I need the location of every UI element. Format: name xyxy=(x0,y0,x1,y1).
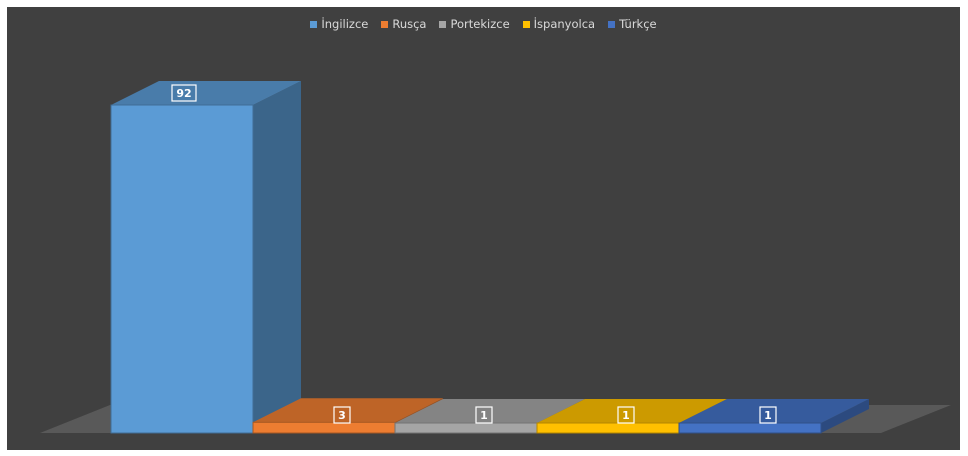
legend-label-ispanyolca: İspanyolca xyxy=(533,17,596,31)
legend-item-rusca: Rusça xyxy=(381,17,426,31)
bar-3-top xyxy=(537,399,727,423)
bar-1-front xyxy=(252,421,396,434)
legend-item-ispanyolca: İspanyolca xyxy=(522,17,596,31)
bar-2-data-label: 1 xyxy=(480,409,488,422)
bar-1-data-label: 3 xyxy=(338,409,346,422)
legend-swatch-ingilizce xyxy=(310,20,318,28)
bar-2-front xyxy=(394,422,538,434)
legend-swatch-portekizce xyxy=(439,20,447,28)
bar-0-data-label: 92 xyxy=(176,87,191,100)
bar-4-top xyxy=(679,399,869,423)
legend-item-portekizce: Portekizce xyxy=(439,17,510,31)
bar-4-side xyxy=(821,399,869,433)
bar-3-data-label: 1 xyxy=(622,409,630,422)
legend-swatch-ispanyolca xyxy=(522,20,530,28)
legend-item-ingilizce: İngilizce xyxy=(310,17,368,31)
legend: İngilizce Rusça Portekizce İspanyolca Tü… xyxy=(7,17,960,31)
legend-swatch-rusca xyxy=(381,20,389,28)
legend-label-turkce: Türkçe xyxy=(619,17,657,31)
chart-area: İngilizce Rusça Portekizce İspanyolca Tü… xyxy=(7,7,960,450)
bar-0-top xyxy=(111,81,301,105)
bar-2-top xyxy=(395,399,585,423)
bar-1-top xyxy=(253,398,443,423)
legend-label-portekizce: Portekizce xyxy=(450,17,510,31)
legend-label-rusca: Rusça xyxy=(392,17,427,31)
bar-0-front xyxy=(110,104,254,434)
bar-4-label-box xyxy=(759,406,777,424)
bar-3-label-box xyxy=(617,406,635,424)
legend-item-turkce: Türkçe xyxy=(608,17,657,31)
bar-2-label-box xyxy=(475,406,493,424)
bar-4-data-label: 1 xyxy=(764,409,772,422)
bar-3-front xyxy=(536,422,680,434)
chart-plot: 92 3 1 1 1 xyxy=(40,81,951,434)
bar-1-label-box xyxy=(333,406,351,424)
bar-0-side xyxy=(253,81,301,433)
legend-swatch-turkce xyxy=(608,20,616,28)
bar-0-label-box xyxy=(171,84,197,102)
bar-4-front xyxy=(678,422,822,434)
legend-label-ingilizce: İngilizce xyxy=(321,17,369,31)
